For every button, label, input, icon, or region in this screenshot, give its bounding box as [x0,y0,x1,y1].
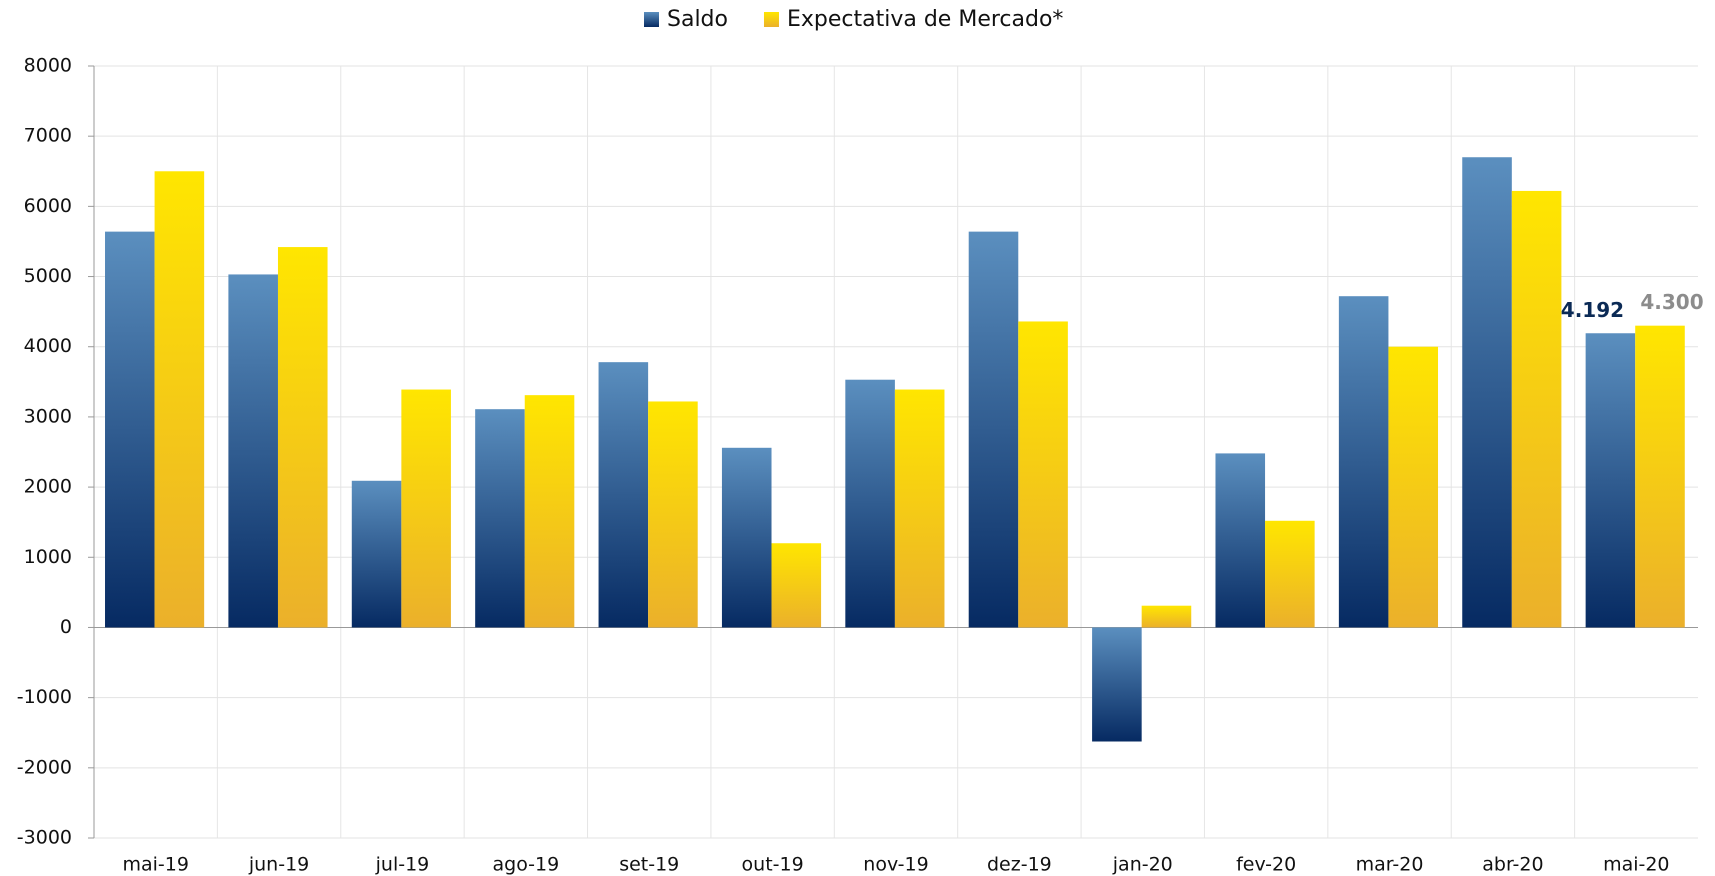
bar [154,171,205,628]
y-tick-label: -3000 [17,827,72,849]
legend-label: Expectativa de Mercado* [787,7,1063,32]
x-tick-label: mar-20 [1356,854,1424,876]
bar [524,395,575,628]
y-tick-label: 1000 [24,546,72,568]
bar [475,409,525,628]
bar [1338,296,1389,628]
bar [1635,325,1685,628]
bar [1018,321,1068,628]
y-tick-label: 8000 [24,55,72,77]
y-tick-label: 5000 [24,265,72,287]
bar [1388,346,1439,628]
y-tick-label: -2000 [17,756,72,778]
bar [351,480,402,628]
x-tick-label: set-19 [619,854,679,876]
x-tick-label: dez-19 [987,854,1052,876]
bar [968,231,1019,628]
legend-swatch [644,12,659,27]
y-tick-label: 7000 [24,125,72,147]
bar [894,389,945,628]
bar [1585,333,1636,628]
legend-label: Saldo [667,7,728,32]
bar [845,379,895,628]
y-tick-label: 0 [60,616,72,638]
legend-swatch [763,12,779,27]
y-tick-label: 3000 [24,405,72,427]
bar [401,389,451,628]
bar [771,543,822,628]
bar [277,247,328,628]
x-tick-label: mai-19 [122,854,188,876]
bar [648,401,698,628]
y-tick-label: -1000 [17,686,72,708]
x-tick-label: mai-20 [1603,854,1669,876]
y-tick-label: 6000 [24,195,72,217]
x-tick-label: fev-20 [1236,854,1296,876]
x-tick-label: ago-19 [492,854,559,876]
x-tick-label: nov-19 [863,854,928,876]
value-label: 4.300 [1640,290,1703,314]
x-tick-label: out-19 [742,854,804,876]
bar [1511,190,1562,628]
bar [1092,627,1142,742]
y-tick-label: 2000 [24,476,72,498]
bar [598,362,649,628]
y-tick-label: 4000 [24,335,72,357]
bar [105,231,155,628]
x-tick-label: jul-19 [375,854,430,876]
x-tick-label: abr-20 [1482,854,1543,876]
x-tick-label: jan-20 [1112,854,1173,876]
bar [1265,520,1315,628]
value-label: 4.192 [1561,298,1624,322]
bar [1215,453,1266,628]
bar [228,274,278,628]
bar [721,447,772,628]
bar [1141,605,1192,628]
bar [1462,157,1512,628]
x-tick-label: jun-19 [248,854,309,876]
